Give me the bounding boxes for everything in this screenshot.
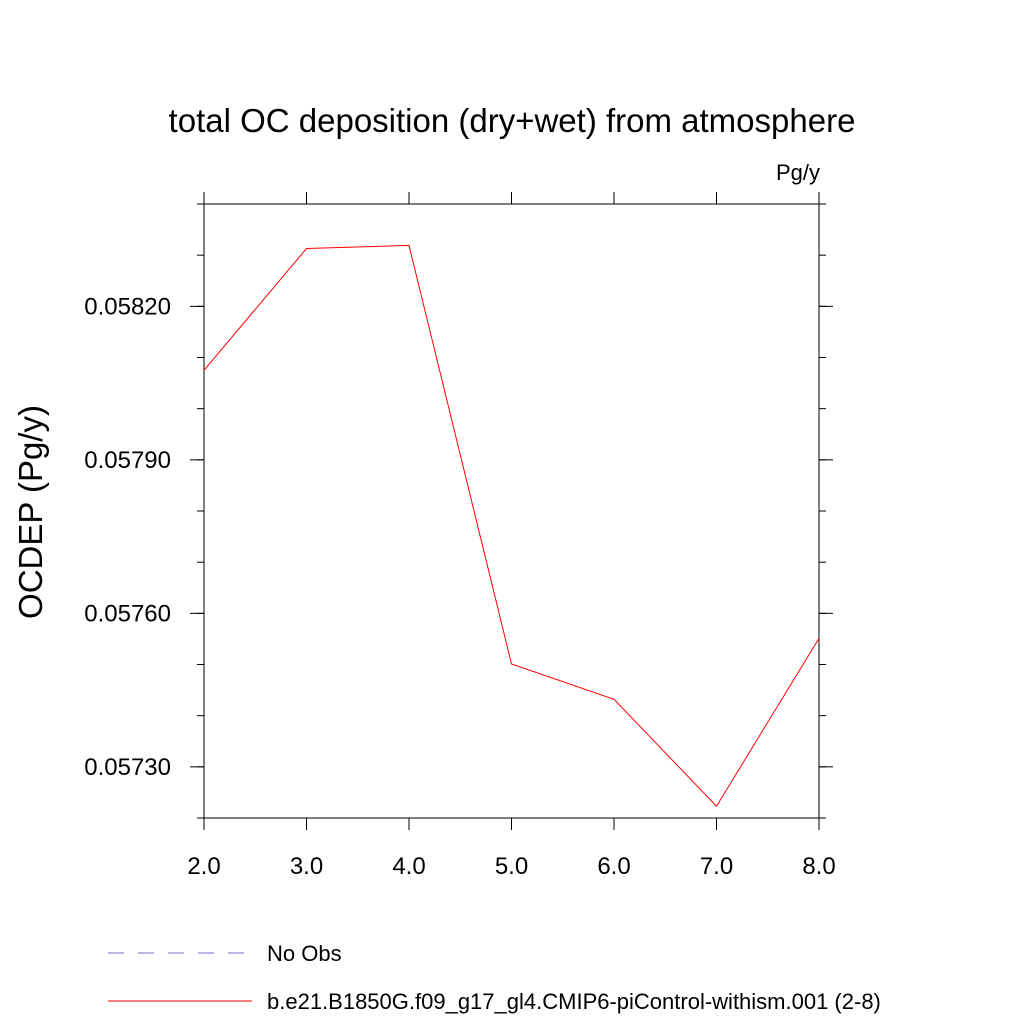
series-layer — [203, 244, 820, 808]
y-tick-label: 0.05760 — [84, 600, 171, 627]
x-tick-label: 3.0 — [290, 853, 323, 880]
legend-label-no-obs: No Obs — [267, 941, 342, 966]
chart-title: total OC deposition (dry+wet) from atmos… — [169, 102, 856, 139]
y-tick-label: 0.05790 — [84, 447, 171, 474]
x-tick-label: 2.0 — [187, 853, 220, 880]
x-tick-label: 5.0 — [495, 853, 528, 880]
y-ticks: 0.05730 0.05760 0.05790 0.05820 — [84, 203, 833, 819]
y-axis-label: OCDEP (Pg/y) — [12, 405, 49, 619]
plot-frame — [203, 203, 820, 819]
series-line — [203, 244, 820, 808]
y-tick-label: 0.05730 — [84, 754, 171, 781]
y-tick-label: 0.05820 — [84, 293, 171, 320]
x-tick-label: 4.0 — [392, 853, 425, 880]
x-tick-label: 8.0 — [802, 853, 835, 880]
legend-label-model: b.e21.B1850G.f09_g17_gl4.CMIP6-piControl… — [267, 989, 881, 1014]
units-label: Pg/y — [776, 160, 820, 185]
legend: No Obs b.e21.B1850G.f09_g17_gl4.CMIP6-pi… — [108, 941, 881, 1014]
x-tick-label: 7.0 — [700, 853, 733, 880]
x-ticks: 2.0 3.0 4.0 5.0 6.0 7.0 8.0 — [187, 192, 836, 880]
x-tick-label: 6.0 — [597, 853, 630, 880]
